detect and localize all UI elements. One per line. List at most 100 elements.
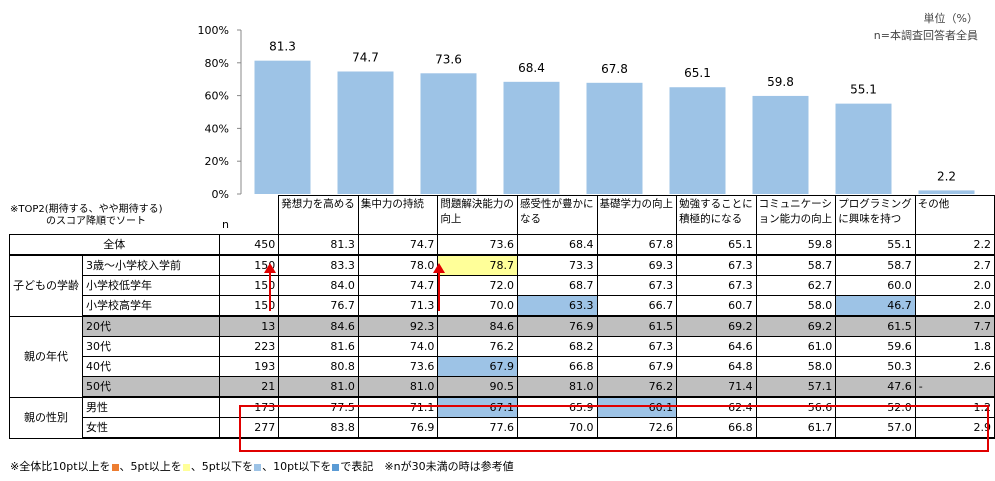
table-cell: 58.0 — [755, 295, 837, 317]
table-cell: 57.0 — [835, 417, 916, 439]
table-cell: 67.9 — [596, 356, 678, 377]
table-cell: 69.2 — [755, 315, 837, 337]
table-cell: 78.7 — [437, 254, 518, 276]
n-header: n — [222, 218, 229, 231]
blue-square-icon — [332, 463, 340, 471]
arrow-up-icon — [433, 263, 445, 311]
arrow-up-icon — [264, 263, 276, 311]
n-value: 21 — [218, 376, 280, 398]
table-cell: 72.0 — [437, 275, 518, 296]
y-tick-label: 80% — [205, 57, 229, 70]
table-cell: 67.1 — [437, 396, 518, 418]
table-cell: 1.8 — [914, 336, 995, 357]
table-cell: - — [914, 376, 995, 398]
unit-note: 単位（%） — [923, 12, 978, 25]
table-cell: 92.3 — [357, 315, 439, 337]
table-cell: 90.5 — [437, 376, 518, 398]
table-cell: 55.1 — [835, 234, 916, 256]
table-row: 30代 223 81.6 74.0 76.2 68.2 67.3 64.6 61.0 59.6 1.… — [10, 336, 995, 357]
group-label: 親の年代 — [9, 315, 83, 398]
table-cell: 2.9 — [914, 417, 995, 439]
n-value: 173 — [218, 396, 280, 418]
bar — [752, 95, 809, 194]
row-label: 3歳～小学校入学前 — [82, 254, 220, 276]
table-cell: 67.3 — [596, 336, 678, 357]
table-cell: 70.0 — [516, 417, 598, 439]
bar — [503, 81, 560, 194]
table-row: 小学校高学年 150 76.7 71.3 70.0 63.3 66.7 60.7 58.0 46.… — [10, 295, 995, 317]
table-cell: 67.3 — [676, 254, 757, 276]
table-cell: 57.1 — [755, 376, 837, 398]
bar-value-label: 68.4 — [518, 61, 545, 75]
table-cell: 68.7 — [516, 275, 598, 296]
row-label: 小学校高学年 — [82, 295, 220, 317]
table-cell: 71.4 — [676, 376, 757, 398]
table-cell: 2.0 — [914, 275, 995, 296]
table-cell: 58.7 — [835, 254, 916, 276]
footnote-part-5: で表記 ※nが30未満の時は参考値 — [340, 460, 514, 473]
footnote-part-3: 、5pt以下を — [190, 460, 254, 473]
bar — [337, 71, 394, 194]
column-header: その他 — [914, 195, 995, 235]
n-note: n=本調査回答者全員 — [873, 29, 978, 42]
table-cell: 59.8 — [755, 234, 837, 256]
table-cell: 46.7 — [835, 295, 916, 317]
table-cell: 69.3 — [596, 254, 678, 276]
header-row: 発想力を高める 集中力の持続 問題解決能力の向上 感受性が豊かになる 基礎学力の向上 勉強… — [10, 195, 995, 235]
table-cell: 84.6 — [278, 315, 359, 337]
table-row: 40代 193 80.8 73.6 67.9 66.8 67.9 64.8 58.0 50.3 2.… — [10, 356, 995, 377]
bar-value-label: 81.3 — [269, 40, 296, 54]
table-cell: 66.8 — [676, 417, 757, 439]
table-cell: 73.3 — [516, 254, 598, 276]
table-cell: 65.1 — [676, 234, 757, 256]
sort-note: ※TOP2(期待する、やや期待する) のスコア降順でソート — [10, 204, 163, 228]
bar — [420, 73, 477, 194]
table-cell: 78.0 — [357, 254, 439, 276]
table-cell: 66.7 — [596, 295, 678, 317]
table-cell: 68.4 — [516, 234, 598, 256]
table-cell: 2.6 — [914, 356, 995, 377]
table-cell: 80.8 — [278, 356, 359, 377]
table-row: 子どもの学齢 3歳～小学校入学前 150 83.3 78.0 78.7 73.3 69.3 67… — [9, 254, 995, 317]
table-cell: 68.2 — [516, 336, 598, 357]
bar-chart: 0% 20% 40% 60% 80% 100% 81.3 74.7 73.6 68.4 67.8 6… — [198, 24, 975, 200]
table-cell: 52.0 — [835, 396, 916, 418]
bar-value-label: 67.8 — [601, 62, 628, 76]
table-cell: 71.3 — [357, 295, 439, 317]
table-cell: 60.0 — [835, 275, 916, 296]
table-cell: 47.6 — [835, 376, 916, 398]
group-label: 子どもの学齢 — [9, 254, 83, 317]
table-cell: 81.0 — [278, 376, 359, 398]
table-cell: 50.3 — [835, 356, 916, 377]
orange-square-icon — [111, 463, 119, 471]
row-label: 50代 — [82, 376, 220, 398]
light-blue-square-icon — [254, 463, 262, 471]
table-cell: 83.3 — [278, 254, 359, 276]
bar-value-label: 73.6 — [435, 52, 462, 66]
table-cell: 76.2 — [596, 376, 678, 398]
yellow-square-icon — [182, 463, 190, 471]
footnote-part-2: 、5pt以上を — [119, 460, 182, 473]
table-cell: 61.5 — [596, 315, 678, 337]
bar — [669, 87, 726, 194]
n-value: 450 — [218, 234, 280, 256]
n-value: 223 — [218, 336, 280, 357]
table-row: 親の年代 20代 13 84.6 92.3 84.6 76.9 61.5 69.2 69.2 61.… — [9, 315, 995, 398]
table-cell: 64.8 — [676, 356, 757, 377]
table-cell: 81.3 — [278, 234, 359, 256]
footnote: ※全体比10pt以上を 、5pt以上を 、5pt以下を 、10pt以下を で表記 ※nが… — [10, 458, 514, 474]
table-cell: 66.8 — [516, 356, 598, 377]
table-cell: 64.6 — [676, 336, 757, 357]
data-table: 発想力を高める 集中力の持続 問題解決能力の向上 感受性が豊かになる 基礎学力の向上 勉強… — [9, 195, 995, 439]
table-cell: 2.7 — [914, 254, 995, 276]
row-label: 小学校低学年 — [82, 275, 220, 296]
table-cell: 62.4 — [676, 396, 757, 418]
column-header: プログラミングに興味を持つ — [835, 195, 916, 235]
column-header: 発想力を高める — [278, 195, 359, 235]
table-cell: 61.5 — [835, 315, 916, 337]
row-label: 全体 — [9, 234, 220, 256]
table-cell: 81.0 — [357, 376, 439, 398]
y-tick-label: 40% — [205, 122, 229, 135]
bar-value-label: 2.2 — [937, 169, 956, 183]
table-cell: 2.2 — [914, 234, 995, 256]
